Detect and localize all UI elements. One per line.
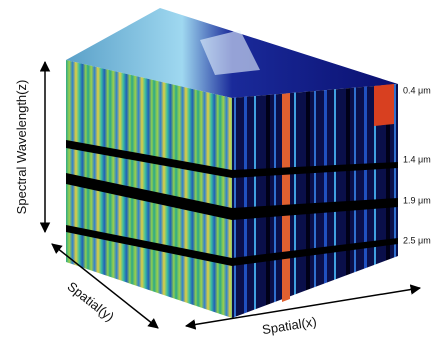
wavelength-label: 0.4 μm <box>403 85 431 95</box>
cube <box>66 8 398 318</box>
hyperspectral-cube-diagram: 0.4 μm 1.4 μm 1.9 μm 2.5 μm Spectral Wav… <box>0 0 440 341</box>
red-band <box>282 93 290 302</box>
y-axis-label: Spatial(y) <box>65 279 118 325</box>
wavelength-label: 2.5 μm <box>403 235 431 245</box>
wavelength-label: 1.4 μm <box>403 154 431 164</box>
wavelength-label: 1.9 μm <box>403 195 431 205</box>
z-axis-label: Spectral Wavelength(z) <box>14 80 29 215</box>
x-axis-label: Spatial(x) <box>261 314 318 337</box>
red-patch <box>374 84 394 126</box>
